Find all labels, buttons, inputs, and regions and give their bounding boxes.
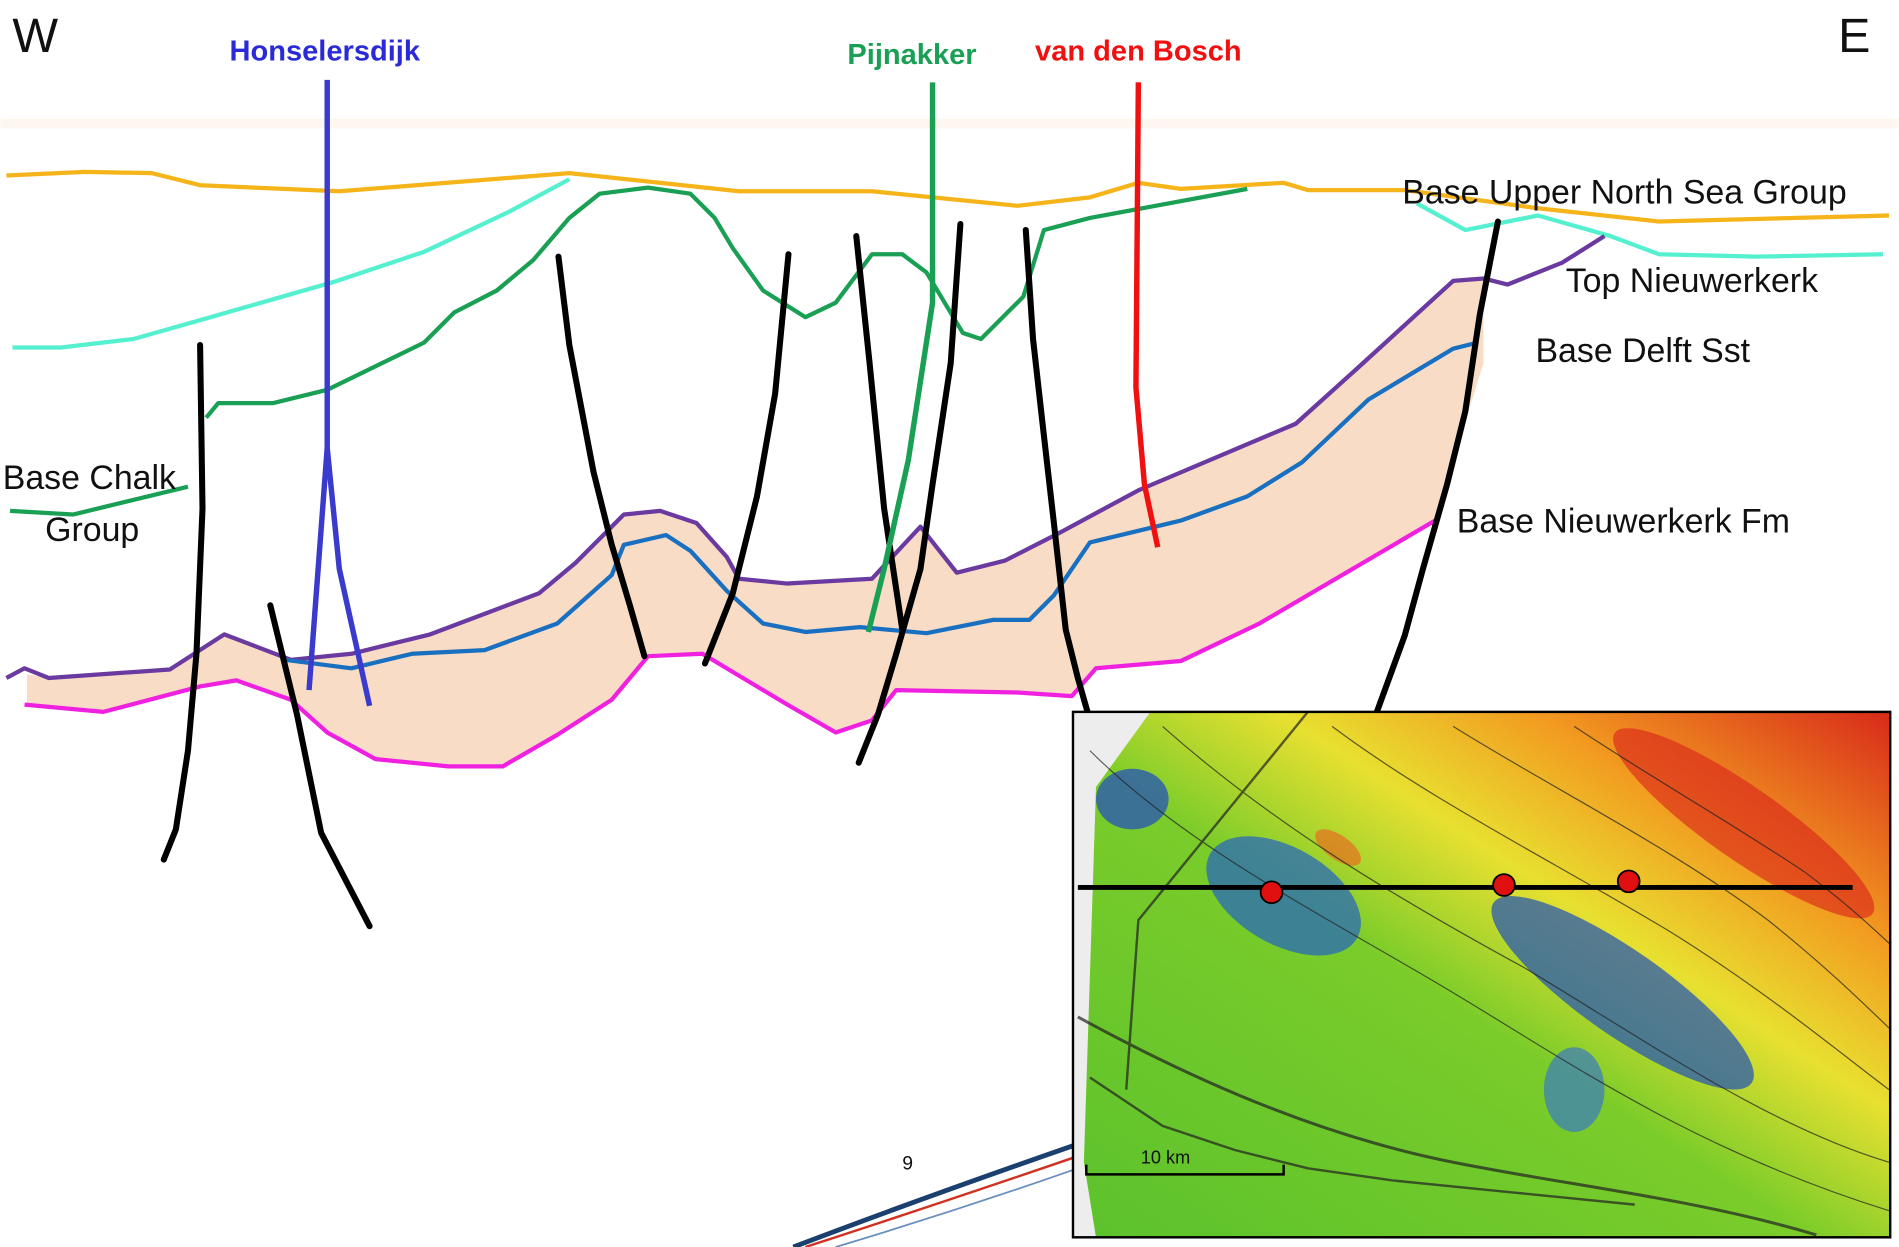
cyan-horizon-west [12, 179, 569, 347]
well-label: Pijnakker [847, 39, 976, 71]
green-horizon [206, 188, 1247, 418]
slide-decoration [793, 1144, 1078, 1247]
well-label: Honselersdijk [230, 36, 421, 68]
horizon-label: Base Chalk [3, 459, 176, 497]
nieuwerkerk-fill [27, 278, 1483, 766]
east-label: E [1838, 9, 1870, 63]
location-map: 10 km [1073, 703, 1893, 1237]
horizon-label: Group [45, 511, 139, 549]
well-label: van den Bosch [1035, 36, 1242, 68]
horizon-label: Base Upper North Sea Group [1402, 173, 1846, 211]
top-band [0, 119, 1898, 129]
page: {"directions": {"west": "W", "east": "E"… [0, 0, 1899, 1247]
cross-section: 10 km W E Honselersdijk Pijnakker van de… [0, 0, 1899, 1247]
west-label: W [12, 9, 58, 63]
page-number: 9 [902, 1153, 913, 1175]
scale-label: 10 km [1141, 1147, 1190, 1167]
horizon-label: Base Nieuwerkerk Fm [1457, 503, 1790, 541]
horizon-label: Top Nieuwerkerk [1566, 262, 1818, 300]
horizon-label: Base Delft Sst [1535, 332, 1750, 370]
